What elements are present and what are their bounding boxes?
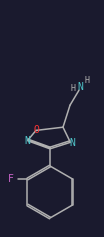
Text: N: N: [77, 82, 83, 92]
Text: O: O: [33, 125, 39, 135]
Text: H: H: [71, 84, 76, 93]
Text: N: N: [69, 138, 75, 148]
Text: H: H: [84, 76, 90, 85]
Text: N: N: [24, 136, 30, 146]
Text: F: F: [8, 174, 13, 184]
